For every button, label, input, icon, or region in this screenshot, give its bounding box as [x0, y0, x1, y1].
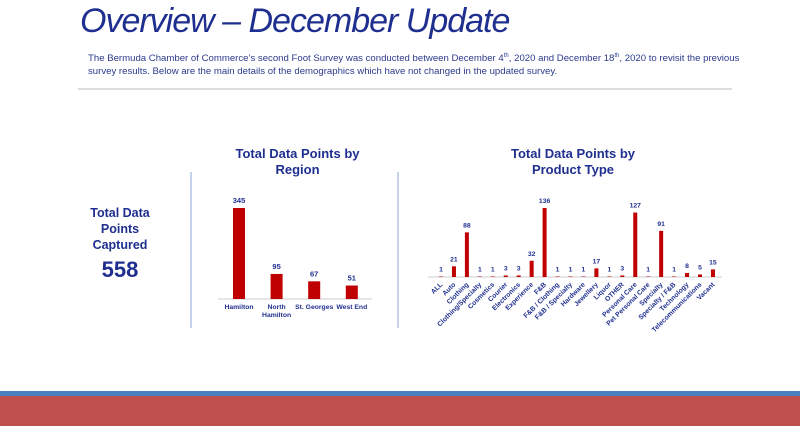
page-title: Overview – December Update	[80, 2, 510, 40]
bar	[607, 276, 612, 277]
value-label: 1	[672, 266, 676, 273]
x-tick-label: West End	[336, 304, 368, 311]
value-label: 1	[491, 266, 495, 273]
intro: , 2020 to revisit the previous survey re…	[88, 53, 740, 77]
bar	[345, 285, 358, 299]
value-label: 67	[310, 269, 318, 278]
bar	[542, 208, 547, 277]
footer-stripe	[0, 391, 800, 396]
bar	[270, 273, 283, 299]
value-label: 1	[582, 266, 586, 273]
value-label: 21	[450, 256, 458, 263]
bar	[555, 276, 560, 277]
intro-text: The Bermuda Chamber of Commerce’s second…	[88, 52, 748, 78]
intro: , 2020 and December 18	[508, 53, 615, 64]
x-tick-label: St. Georges	[295, 304, 334, 311]
value-label: 1	[569, 266, 573, 273]
value-label: 1	[478, 266, 482, 273]
value-label: 345	[233, 196, 246, 205]
value-label: 91	[657, 221, 665, 228]
value-label: 32	[528, 251, 536, 258]
value-label: 5	[698, 264, 702, 271]
bar	[439, 276, 443, 277]
value-label: 3	[620, 265, 624, 272]
bar	[633, 212, 638, 277]
x-tick-label-box: Hamilton	[224, 304, 254, 311]
bar	[710, 269, 715, 277]
intro: The Bermuda Chamber of Commerce’s second…	[88, 53, 504, 64]
chart-title: Total Data Points by Region	[235, 146, 360, 177]
intro: th	[614, 52, 620, 59]
x-tick-label: Hamilton	[224, 304, 254, 311]
value-label: 51	[348, 274, 356, 283]
value-label: 8	[685, 263, 689, 270]
bar	[477, 276, 482, 277]
x-tick-label-box: North Hamilton	[262, 304, 292, 319]
x-tick-label: North Hamilton	[262, 304, 292, 319]
kpi-label: Total Data Points Captured	[90, 206, 150, 252]
bar	[659, 230, 664, 277]
bar	[529, 260, 534, 277]
bar	[698, 274, 702, 277]
value-label: 1	[607, 266, 611, 273]
value-label: 15	[709, 259, 717, 266]
bar	[516, 275, 521, 277]
bar	[646, 276, 651, 277]
bar	[233, 208, 245, 299]
bar	[672, 276, 677, 277]
value-label: 136	[539, 198, 551, 205]
bar	[503, 275, 508, 277]
value-label: 88	[463, 222, 471, 229]
bar	[594, 268, 599, 277]
value-label: 1	[556, 266, 560, 273]
bar	[581, 276, 586, 277]
bar	[620, 275, 625, 277]
value-label: 127	[630, 203, 642, 210]
bar	[451, 266, 456, 277]
value-label: 3	[504, 265, 508, 272]
chart-title: Total Data Points by Product Type	[511, 146, 635, 177]
value-label: 17	[593, 258, 601, 265]
x-tick-label-box: West End	[336, 304, 368, 311]
value-label: 95	[272, 262, 280, 271]
value-label: 1	[439, 266, 443, 273]
value-label: 1	[646, 266, 650, 273]
bar	[308, 281, 321, 299]
bar	[464, 232, 469, 277]
bar	[685, 272, 690, 277]
kpi-value: 558	[101, 257, 139, 282]
footer-band	[0, 396, 800, 426]
intro: th	[503, 52, 509, 59]
bar	[490, 276, 495, 277]
value-label: 3	[517, 265, 521, 272]
x-tick-label-box: St. Georges	[295, 304, 334, 311]
bar	[568, 276, 573, 277]
